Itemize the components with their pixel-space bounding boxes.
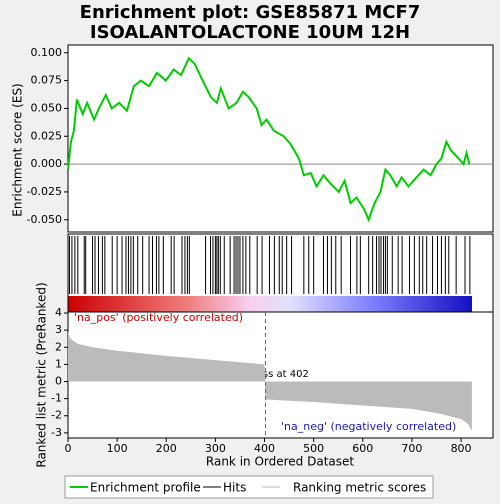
y-tick-label: 2 <box>55 340 62 353</box>
x-tick-label: 800 <box>451 442 472 455</box>
zero-cross-label: Zero cross at 402 <box>221 369 309 380</box>
y-tick-label: -3 <box>51 426 62 439</box>
x-tick-label: 0 <box>65 442 72 455</box>
legend-label: Enrichment profile <box>90 481 201 495</box>
y-axis-label: Ranked list metric (PreRanked) <box>35 282 49 467</box>
y-tick-label: 0 <box>55 375 62 388</box>
es-frame <box>67 44 494 233</box>
x-axis-label: Rank in Ordered Dataset <box>206 455 354 469</box>
y-tick-label: 0.075 <box>31 74 63 87</box>
y-tick-label: 4 <box>55 306 62 319</box>
x-tick-label: 200 <box>156 442 177 455</box>
y-tick-label: 0.100 <box>31 46 63 59</box>
y-tick-label: -0.025 <box>27 185 62 198</box>
y-tick-label: -1 <box>51 392 62 405</box>
enrichment-line <box>67 56 471 223</box>
neg-label: 'na_neg' (negatively correlated) <box>281 420 456 433</box>
y-axis-label: Enrichment score (ES) <box>11 83 25 216</box>
y-tick-label: -0.050 <box>27 213 62 226</box>
x-tick-label: 300 <box>205 442 226 455</box>
y-tick-label: 1 <box>55 357 62 370</box>
y-tick-label: 0.025 <box>31 129 63 142</box>
x-tick-label: 700 <box>401 442 422 455</box>
title-line: ISOALANTOLACTONE 10UM 12H <box>90 22 410 43</box>
metric-area <box>68 331 472 432</box>
x-tick-label: 400 <box>254 442 275 455</box>
y-tick-label: 0.000 <box>31 157 63 170</box>
y-tick-label: 0.050 <box>31 101 63 114</box>
legend-box <box>64 475 434 499</box>
x-tick-label: 100 <box>107 442 128 455</box>
y-tick-label: 3 <box>55 323 62 336</box>
x-tick-label: 500 <box>303 442 324 455</box>
y-tick-label: -2 <box>51 409 62 422</box>
legend-label: Hits <box>223 481 246 495</box>
title-line: Enrichment plot: GSE85871 MCF7 <box>80 2 421 23</box>
x-tick-label: 600 <box>352 442 373 455</box>
pos-label: 'na_pos' (positively correlated) <box>74 311 243 324</box>
legend-label: Ranking metric scores <box>293 481 426 495</box>
color-bar <box>68 296 472 312</box>
